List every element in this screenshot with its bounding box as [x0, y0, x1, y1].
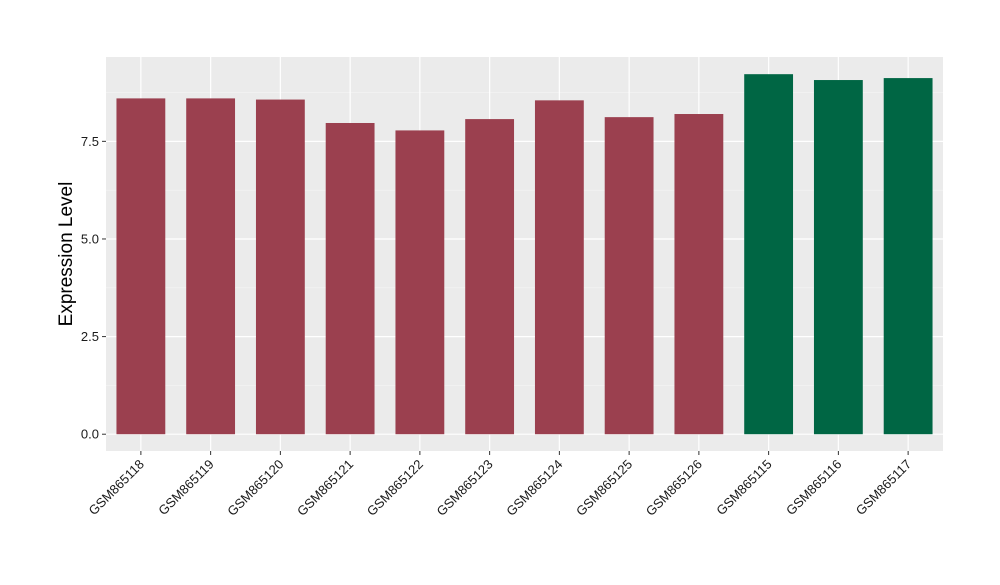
y-tick-label: 0.0	[81, 427, 99, 442]
bar-GSM865120	[255, 99, 305, 435]
x-tick-label: GSM865118	[85, 457, 147, 519]
x-tick-label: GSM865116	[783, 457, 845, 519]
y-axis: 0.0 2.5 5.0 7.5	[81, 134, 106, 442]
x-tick-label: GSM865120	[224, 457, 286, 519]
bar-GSM865125	[604, 117, 654, 435]
x-tick-label: GSM865126	[643, 457, 705, 519]
bar-GSM865122	[395, 130, 445, 435]
bar-GSM865124	[534, 100, 584, 435]
bar-GSM865115	[744, 74, 794, 435]
bars	[116, 74, 933, 435]
y-tick-label: 5.0	[81, 231, 99, 246]
x-tick-label: GSM865123	[434, 457, 496, 519]
y-axis-title: Expression Level	[56, 182, 77, 327]
x-axis: GSM865118 GSM865119 GSM865120 GSM865121 GSM8…	[85, 451, 914, 519]
bar-GSM865121	[325, 122, 375, 435]
x-tick-label: GSM865122	[364, 457, 426, 519]
bar-GSM865119	[186, 98, 236, 435]
x-tick-label: GSM865124	[503, 457, 565, 519]
bar-GSM865126	[674, 114, 724, 435]
bar-GSM865123	[465, 119, 515, 435]
x-tick-label: GSM865121	[294, 457, 356, 519]
bar-GSM865118	[116, 98, 166, 435]
x-tick-label: GSM865115	[713, 457, 775, 519]
bar-GSM865116	[813, 80, 863, 435]
bar-GSM865117	[883, 78, 933, 435]
x-tick-label: GSM865117	[853, 457, 915, 519]
y-tick-label: 2.5	[81, 329, 99, 344]
y-tick-label: 7.5	[81, 134, 99, 149]
x-tick-label: GSM865119	[155, 457, 217, 519]
x-tick-label: GSM865125	[573, 457, 635, 519]
